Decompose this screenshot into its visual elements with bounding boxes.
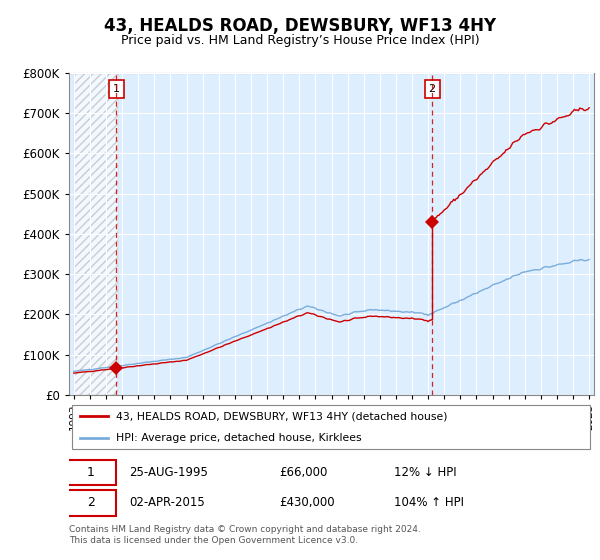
FancyBboxPatch shape xyxy=(71,405,590,449)
Text: 104% ↑ HPI: 104% ↑ HPI xyxy=(395,496,464,510)
Text: 43, HEALDS ROAD, DEWSBURY, WF13 4HY (detached house): 43, HEALDS ROAD, DEWSBURY, WF13 4HY (det… xyxy=(116,411,448,421)
Text: 25-AUG-1995: 25-AUG-1995 xyxy=(130,466,208,479)
Text: 1: 1 xyxy=(113,84,119,94)
FancyBboxPatch shape xyxy=(67,490,116,516)
Text: 43, HEALDS ROAD, DEWSBURY, WF13 4HY: 43, HEALDS ROAD, DEWSBURY, WF13 4HY xyxy=(104,17,496,35)
Text: HPI: Average price, detached house, Kirklees: HPI: Average price, detached house, Kirk… xyxy=(116,433,362,443)
Text: Price paid vs. HM Land Registry’s House Price Index (HPI): Price paid vs. HM Land Registry’s House … xyxy=(121,34,479,47)
Text: £430,000: £430,000 xyxy=(279,496,335,510)
FancyBboxPatch shape xyxy=(67,460,116,486)
Text: 2: 2 xyxy=(428,84,436,94)
Text: 12% ↓ HPI: 12% ↓ HPI xyxy=(395,466,457,479)
Text: Contains HM Land Registry data © Crown copyright and database right 2024.
This d: Contains HM Land Registry data © Crown c… xyxy=(69,525,421,545)
Text: £66,000: £66,000 xyxy=(279,466,328,479)
Text: 02-APR-2015: 02-APR-2015 xyxy=(130,496,205,510)
Text: 2: 2 xyxy=(87,496,95,510)
Text: 1: 1 xyxy=(87,466,95,479)
